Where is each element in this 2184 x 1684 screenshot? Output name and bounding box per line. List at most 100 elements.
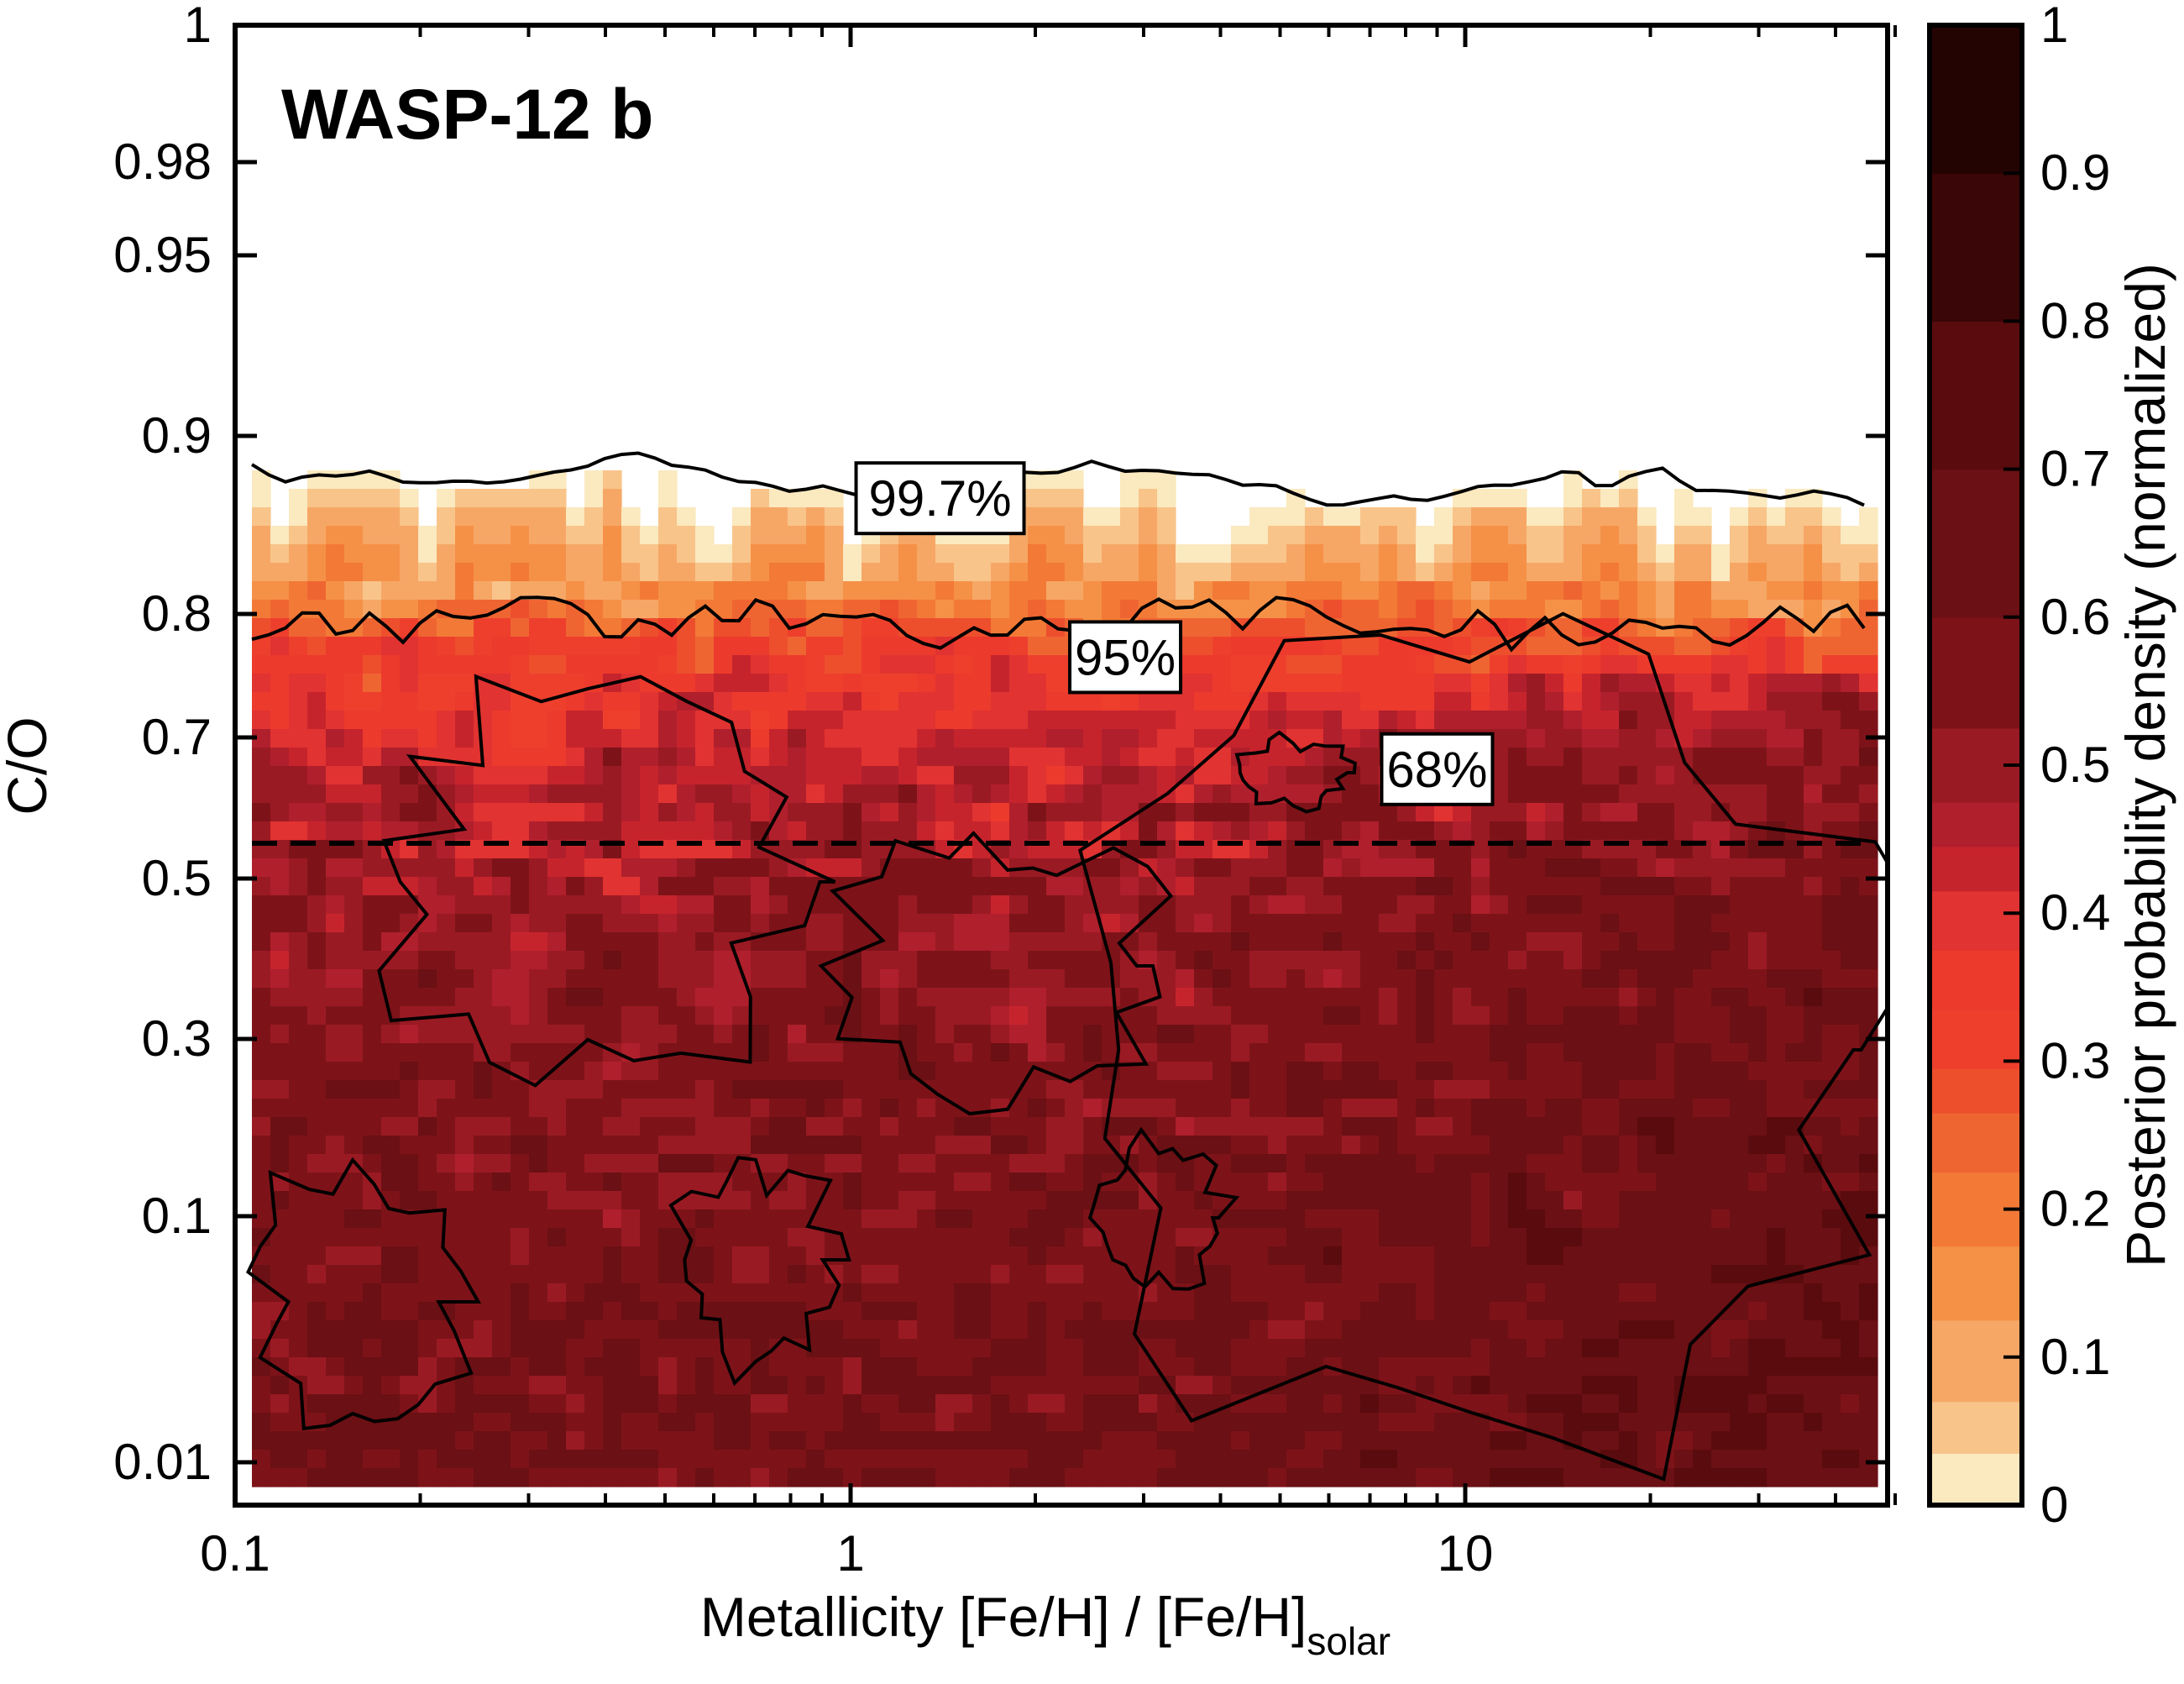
heatmap-cell: [1767, 1043, 1786, 1062]
heatmap-cell: [1674, 858, 1694, 878]
heatmap-cell: [1822, 711, 1841, 730]
heatmap-cell: [344, 1117, 364, 1136]
heatmap-cell: [492, 784, 511, 804]
heatmap-cell: [289, 1228, 308, 1247]
heatmap-cell: [1139, 1117, 1158, 1136]
heatmap-cell: [732, 1080, 752, 1099]
heatmap-cell: [806, 1136, 825, 1155]
heatmap-cell: [1286, 1339, 1306, 1358]
heatmap-cell: [270, 877, 290, 896]
heatmap-cell: [1397, 1357, 1417, 1377]
heatmap-cell: [1600, 1099, 1620, 1118]
heatmap-cell: [880, 1413, 899, 1432]
heatmap-cell: [418, 1339, 437, 1358]
heatmap-cell: [917, 1062, 936, 1081]
heatmap-cell: [1563, 784, 1583, 804]
heatmap-cell: [1619, 563, 1638, 582]
heatmap-cell: [1342, 1209, 1361, 1229]
heatmap-cell: [769, 489, 788, 508]
heatmap-cell: [584, 969, 604, 989]
heatmap-cell: [1286, 711, 1306, 730]
heatmap-cell: [1527, 1283, 1546, 1303]
heatmap-cell: [584, 803, 604, 822]
heatmap-cell: [584, 581, 604, 601]
heatmap-cell: [252, 1209, 271, 1229]
heatmap-cell: [474, 784, 493, 804]
heatmap-cell: [621, 858, 641, 878]
heatmap-cell: [1176, 1062, 1195, 1081]
heatmap-cell: [769, 507, 788, 527]
heatmap-cell: [1194, 1357, 1213, 1377]
heatmap-cell: [1822, 1154, 1841, 1173]
heatmap-cell: [1249, 1025, 1269, 1044]
heatmap-cell: [1859, 784, 1878, 804]
heatmap-cell: [363, 1025, 382, 1044]
heatmap-cell: [769, 637, 788, 656]
heatmap-cell: [1527, 1080, 1546, 1099]
heatmap-cell: [1194, 766, 1213, 785]
heatmap-cell: [1545, 1413, 1564, 1432]
heatmap-cell: [1046, 803, 1066, 822]
heatmap-cell: [1656, 1043, 1675, 1062]
confidence-contours: [245, 451, 1888, 1482]
heatmap-cell: [1009, 803, 1029, 822]
heatmap-cell: [1305, 526, 1324, 545]
heatmap-cell: [547, 1431, 567, 1451]
heatmap-cell: [769, 711, 788, 730]
heatmap-cell: [1545, 1357, 1564, 1377]
heatmap-cell: [621, 766, 641, 785]
heatmap-cell: [1231, 1283, 1250, 1303]
heatmap-cell: [1268, 1320, 1287, 1340]
heatmap-cell: [1730, 1117, 1749, 1136]
heatmap-cell: [991, 1283, 1010, 1303]
heatmap-cell: [1139, 729, 1158, 748]
heatmap-cell: [1083, 544, 1102, 564]
heatmap-cell: [1693, 969, 1712, 989]
heatmap-cell: [1582, 507, 1601, 527]
heatmap-cell: [1046, 1283, 1066, 1303]
heatmap-cell: [732, 1339, 752, 1358]
heatmap-cell: [400, 969, 419, 989]
heatmap-cell: [1194, 1025, 1213, 1044]
heatmap-cell: [492, 821, 511, 841]
heatmap-cell: [1083, 1136, 1102, 1155]
heatmap-cell: [566, 692, 585, 711]
heatmap-cell: [695, 1173, 715, 1192]
heatmap-cell: [1785, 1080, 1804, 1099]
heatmap-cell: [917, 803, 936, 822]
heatmap-cell: [1157, 692, 1176, 711]
heatmap-cell: [1453, 581, 1472, 601]
heatmap-cell: [1841, 581, 1860, 601]
heatmap-cell: [1600, 489, 1620, 508]
heatmap-cell: [825, 1302, 844, 1321]
heatmap-cell: [1416, 1431, 1435, 1451]
heatmap-cell: [1342, 526, 1361, 545]
heatmap-cell: [400, 951, 419, 970]
heatmap-cell: [363, 1339, 382, 1358]
heatmap-cell: [972, 1450, 992, 1469]
heatmap-cell: [1434, 711, 1453, 730]
heatmap-cell: [1416, 1209, 1435, 1229]
heatmap-cell: [307, 563, 327, 582]
heatmap-cell: [1674, 1357, 1694, 1377]
heatmap-cell: [732, 1302, 752, 1321]
heatmap-cell: [1009, 1117, 1029, 1136]
heatmap-cell: [991, 951, 1010, 970]
heatmap-cell: [1046, 600, 1066, 619]
heatmap-cell: [529, 969, 548, 989]
heatmap-cell: [1693, 563, 1712, 582]
heatmap-cell: [1767, 1006, 1786, 1026]
heatmap-cell: [363, 1154, 382, 1173]
heatmap-cell: [954, 1209, 973, 1229]
heatmap-cell: [1841, 1228, 1860, 1247]
heatmap-cell: [880, 1265, 899, 1284]
heatmap-cell: [455, 489, 474, 508]
heatmap-cell: [1176, 1357, 1195, 1377]
heatmap-cell: [769, 563, 788, 582]
heatmap-cell: [566, 1413, 585, 1432]
heatmap-cell: [1508, 1228, 1527, 1247]
heatmap-cell: [1767, 1283, 1786, 1303]
heatmap-cell: [621, 544, 641, 564]
heatmap-cell: [1527, 526, 1546, 545]
heatmap-cell: [843, 1283, 862, 1303]
